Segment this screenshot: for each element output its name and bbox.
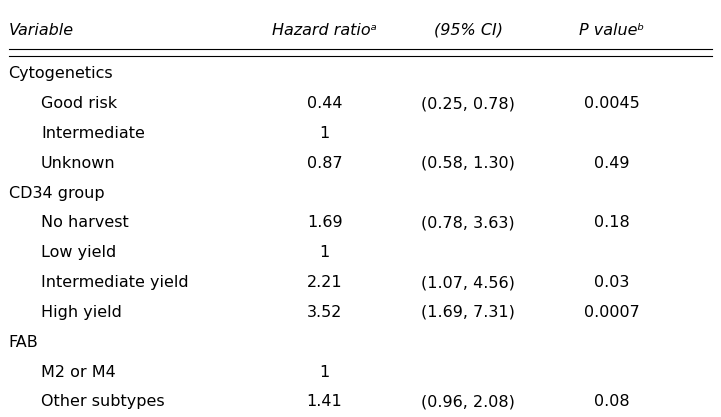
- Text: 0.87: 0.87: [306, 156, 342, 171]
- Text: Cytogenetics: Cytogenetics: [9, 66, 113, 81]
- Text: Good risk: Good risk: [41, 96, 117, 111]
- Text: (0.78, 3.63): (0.78, 3.63): [421, 216, 515, 231]
- Text: Hazard ratioᵃ: Hazard ratioᵃ: [272, 23, 377, 38]
- Text: 1.41: 1.41: [306, 394, 342, 409]
- Text: P valueᵇ: P valueᵇ: [579, 23, 645, 38]
- Text: (1.07, 4.56): (1.07, 4.56): [421, 275, 516, 290]
- Text: Other subtypes: Other subtypes: [41, 394, 164, 409]
- Text: (95% CI): (95% CI): [434, 23, 503, 38]
- Text: 1: 1: [319, 126, 329, 141]
- Text: 0.49: 0.49: [594, 156, 629, 171]
- Text: (1.69, 7.31): (1.69, 7.31): [421, 305, 516, 320]
- Text: 1: 1: [319, 245, 329, 260]
- Text: 0.03: 0.03: [594, 275, 629, 290]
- Text: Intermediate: Intermediate: [41, 126, 145, 141]
- Text: FAB: FAB: [9, 335, 38, 350]
- Text: CD34 group: CD34 group: [9, 186, 105, 201]
- Text: Intermediate yield: Intermediate yield: [41, 275, 188, 290]
- Text: (0.58, 1.30): (0.58, 1.30): [421, 156, 516, 171]
- Text: 0.08: 0.08: [594, 394, 629, 409]
- Text: 1: 1: [319, 364, 329, 379]
- Text: M2 or M4: M2 or M4: [41, 364, 115, 379]
- Text: 1.69: 1.69: [306, 216, 342, 231]
- Text: 0.44: 0.44: [307, 96, 342, 111]
- Text: Low yield: Low yield: [41, 245, 116, 260]
- Text: 0.18: 0.18: [594, 216, 629, 231]
- Text: No harvest: No harvest: [41, 216, 128, 231]
- Text: Variable: Variable: [9, 23, 74, 38]
- Text: Unknown: Unknown: [41, 156, 115, 171]
- Text: 0.0007: 0.0007: [584, 305, 640, 320]
- Text: (0.25, 0.78): (0.25, 0.78): [421, 96, 516, 111]
- Text: High yield: High yield: [41, 305, 122, 320]
- Text: 0.0045: 0.0045: [584, 96, 640, 111]
- Text: (0.96, 2.08): (0.96, 2.08): [421, 394, 516, 409]
- Text: 2.21: 2.21: [306, 275, 342, 290]
- Text: 3.52: 3.52: [307, 305, 342, 320]
